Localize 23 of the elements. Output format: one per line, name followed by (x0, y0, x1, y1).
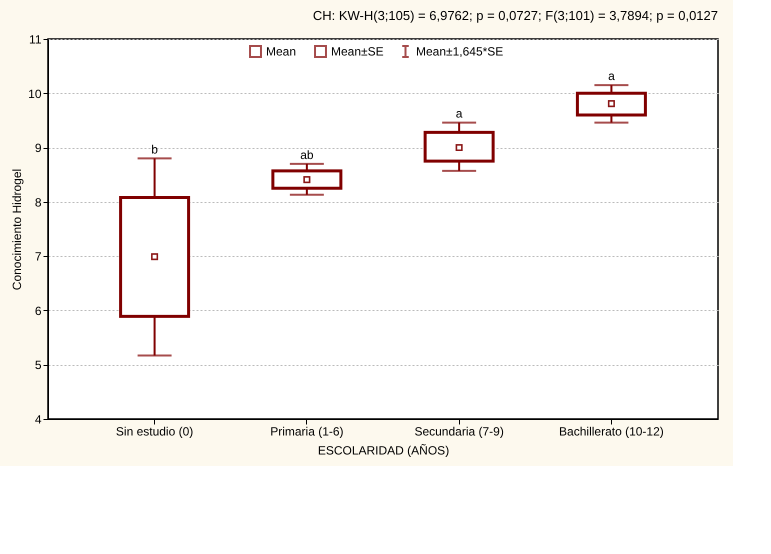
annotation: ab (300, 148, 314, 162)
x-axis-title: ESCOLARIDAD (AÑOS) (318, 444, 450, 458)
x-tick-label: Sin estudio (0) (116, 424, 194, 438)
x-tick-label: Primaria (1-6) (270, 424, 344, 438)
legend-label: Mean (266, 44, 296, 59)
y-tick-label: 7 (34, 250, 42, 264)
y-tick-label: 4 (34, 412, 42, 426)
bar (271, 169, 342, 190)
annotation: a (456, 106, 463, 121)
y-tick-label: 11 (29, 32, 42, 46)
x-tick-label: Secundaria (7-9) (414, 424, 504, 438)
x-tick-label: Bachillerato (10-12) (559, 424, 664, 438)
annotation: b (151, 142, 158, 156)
y-tick-label: 6 (34, 304, 42, 318)
y-tick-label: 5 (34, 358, 42, 372)
y-tick-label: 8 (34, 195, 42, 210)
chart-title: CH: KW-H(3;105) = 6,9762; p = 0,0727; F(3;101) = 3,7894; p = 0,0127 (312, 8, 718, 23)
y-tick-label: 9 (34, 141, 42, 156)
y-axis-title: Conocimiento Hidrogel (10, 168, 24, 290)
legend-label: Mean±SE (331, 44, 384, 59)
y-tick-label: 10 (28, 86, 42, 101)
annotation: a (608, 69, 616, 84)
legend-label: Mean±1,645*SE (416, 44, 504, 59)
